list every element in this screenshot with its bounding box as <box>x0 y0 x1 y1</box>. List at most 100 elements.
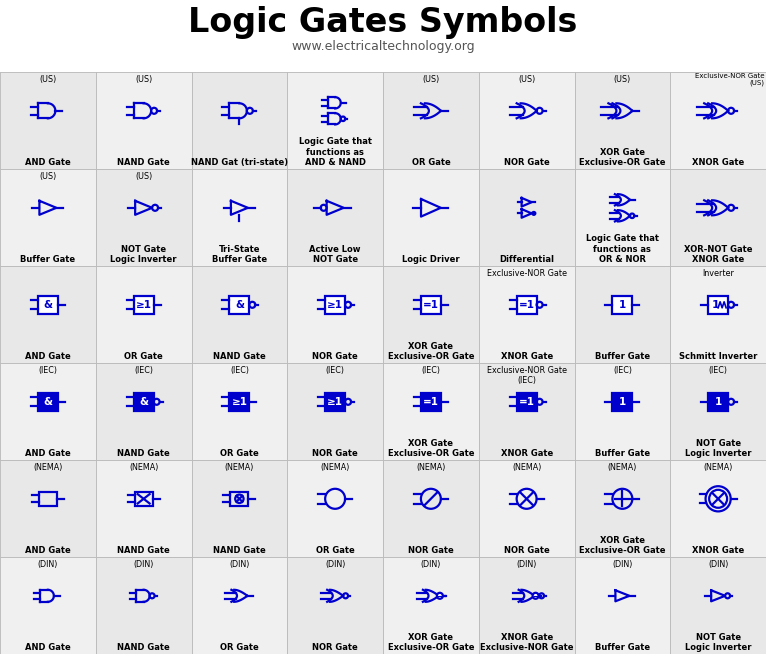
Text: Exclusive-NOR Gate
(IEC): Exclusive-NOR Gate (IEC) <box>487 366 567 385</box>
Bar <box>383 169 478 266</box>
Bar <box>287 460 383 557</box>
Bar <box>612 296 632 314</box>
Bar <box>287 363 383 460</box>
Bar <box>478 169 574 266</box>
Bar <box>670 557 766 654</box>
Text: (US): (US) <box>135 75 152 84</box>
Circle shape <box>437 593 443 599</box>
Text: (US): (US) <box>135 172 152 181</box>
Text: Tri-State
Buffer Gate: Tri-State Buffer Gate <box>212 245 267 264</box>
Text: =1: =1 <box>518 300 535 310</box>
Bar <box>287 266 383 363</box>
Text: (NEMA): (NEMA) <box>129 463 158 472</box>
Text: (DIN): (DIN) <box>38 560 58 569</box>
Text: Logic Gate that
functions as
OR & NOR: Logic Gate that functions as OR & NOR <box>586 234 659 264</box>
Bar <box>670 460 766 557</box>
Text: NOT Gate
Logic Inverter: NOT Gate Logic Inverter <box>685 632 751 652</box>
Bar <box>574 72 670 169</box>
Bar <box>96 72 191 169</box>
Text: NOT Gate
Logic Inverter: NOT Gate Logic Inverter <box>685 439 751 458</box>
Text: AND Gate: AND Gate <box>25 546 71 555</box>
Text: NAND Gate: NAND Gate <box>213 546 266 555</box>
Text: Exclusive-NOR Gate
(US): Exclusive-NOR Gate (US) <box>694 73 764 86</box>
Bar <box>0 72 96 169</box>
Text: (US): (US) <box>518 75 535 84</box>
Text: (DIN): (DIN) <box>421 560 441 569</box>
Text: XNOR Gate: XNOR Gate <box>692 546 744 555</box>
Bar <box>574 169 670 266</box>
Bar <box>287 557 383 654</box>
Text: NOR Gate: NOR Gate <box>313 643 358 652</box>
Bar <box>287 169 383 266</box>
Bar <box>478 72 574 169</box>
Text: (DIN): (DIN) <box>325 560 346 569</box>
Text: (IEC): (IEC) <box>422 366 440 375</box>
Bar <box>478 266 574 363</box>
Bar <box>96 169 191 266</box>
Text: AND Gate: AND Gate <box>25 158 71 167</box>
Bar <box>383 460 478 557</box>
Bar <box>0 460 96 557</box>
Bar <box>191 363 287 460</box>
Bar <box>134 296 154 314</box>
Text: OR Gate: OR Gate <box>124 352 163 361</box>
Text: 1: 1 <box>619 397 626 407</box>
Text: Buffer Gate: Buffer Gate <box>20 255 75 264</box>
Bar <box>39 492 57 506</box>
Bar <box>517 393 537 411</box>
Text: www.electricaltechnology.org: www.electricaltechnology.org <box>291 40 475 53</box>
Bar <box>670 169 766 266</box>
Text: (IEC): (IEC) <box>613 366 632 375</box>
Bar <box>478 363 574 460</box>
Text: (DIN): (DIN) <box>134 560 154 569</box>
Text: (NEMA): (NEMA) <box>416 463 445 472</box>
Bar <box>383 557 478 654</box>
Text: NOR Gate: NOR Gate <box>313 352 358 361</box>
Bar <box>574 460 670 557</box>
Text: (IEC): (IEC) <box>230 366 249 375</box>
Bar <box>383 266 478 363</box>
Text: =1: =1 <box>423 300 439 310</box>
Text: Logic Gate that
functions as
AND & NAND: Logic Gate that functions as AND & NAND <box>299 137 372 167</box>
Text: (DIN): (DIN) <box>708 560 728 569</box>
Text: =1: =1 <box>423 397 439 407</box>
Text: 1: 1 <box>619 300 626 310</box>
Text: ≥1: ≥1 <box>327 397 343 407</box>
Bar <box>191 72 287 169</box>
Bar <box>421 296 441 314</box>
Text: XNOR Gate: XNOR Gate <box>501 449 553 458</box>
Bar <box>191 266 287 363</box>
Text: (NEMA): (NEMA) <box>320 463 349 472</box>
Bar <box>96 460 191 557</box>
Text: AND Gate: AND Gate <box>25 352 71 361</box>
Text: Exclusive-NOR Gate: Exclusive-NOR Gate <box>487 269 567 278</box>
Text: NAND Gat (tri-state): NAND Gat (tri-state) <box>190 158 288 167</box>
Text: NOR Gate: NOR Gate <box>313 449 358 458</box>
Text: XOR Gate
Exclusive-OR Gate: XOR Gate Exclusive-OR Gate <box>388 632 474 652</box>
Bar <box>517 296 537 314</box>
Text: ≥1: ≥1 <box>327 300 343 310</box>
Text: NAND Gate: NAND Gate <box>213 352 266 361</box>
Bar <box>421 393 441 411</box>
Text: (IEC): (IEC) <box>709 366 727 375</box>
Bar <box>670 266 766 363</box>
Text: OR Gate: OR Gate <box>220 449 259 458</box>
Bar <box>708 296 728 314</box>
Bar <box>670 72 766 169</box>
Bar <box>478 460 574 557</box>
Bar <box>612 393 632 411</box>
Text: OR Gate: OR Gate <box>220 643 259 652</box>
Bar <box>574 363 670 460</box>
Circle shape <box>533 593 538 599</box>
Bar <box>191 169 287 266</box>
Text: (IEC): (IEC) <box>38 366 58 375</box>
Text: Inverter: Inverter <box>702 269 734 278</box>
Text: Buffer Gate: Buffer Gate <box>595 352 650 361</box>
Bar <box>96 557 191 654</box>
Bar <box>325 393 345 411</box>
Bar <box>574 557 670 654</box>
Bar <box>230 393 250 411</box>
Text: XOR-NOT Gate
XNOR Gate: XOR-NOT Gate XNOR Gate <box>684 245 753 264</box>
Text: NAND Gate: NAND Gate <box>118 643 170 652</box>
Bar <box>670 363 766 460</box>
